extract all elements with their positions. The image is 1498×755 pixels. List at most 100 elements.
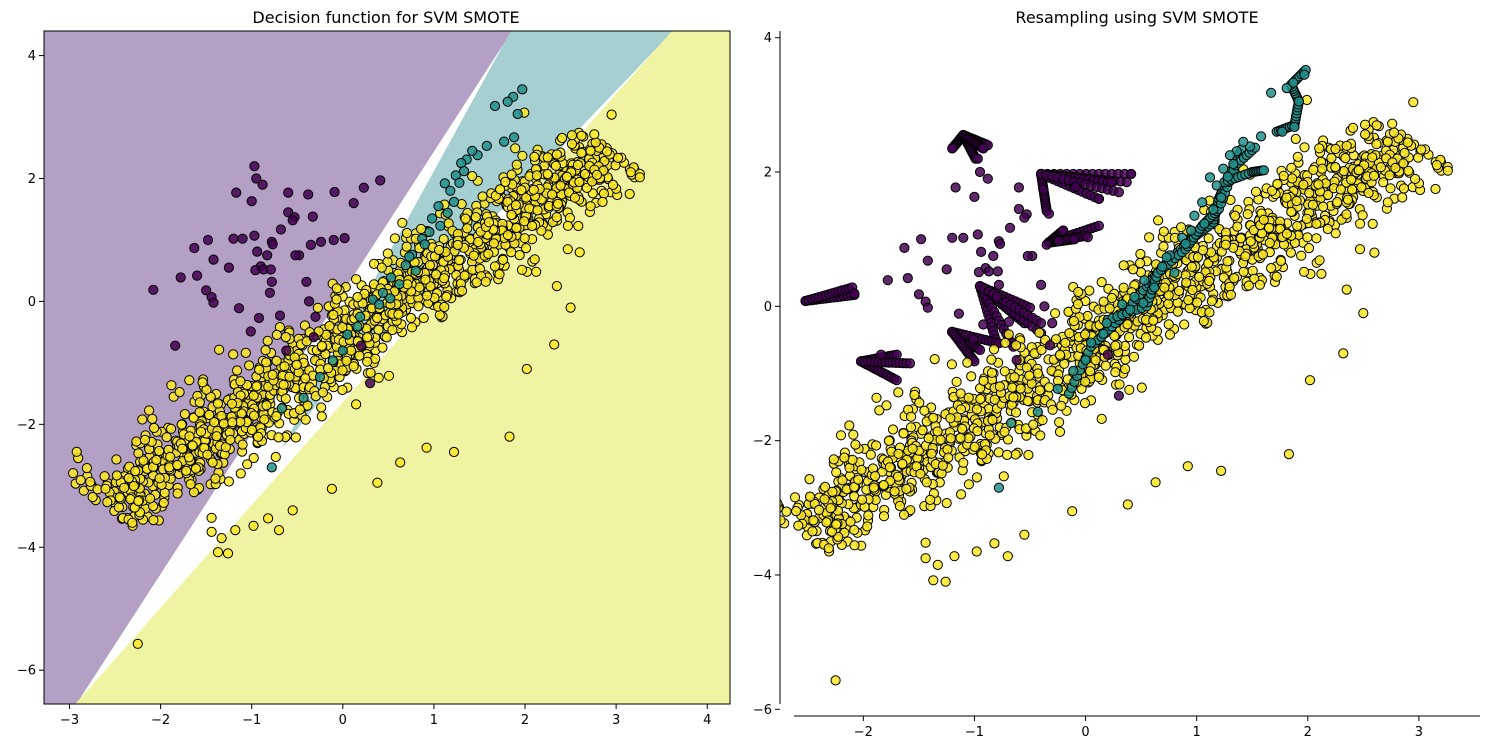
data-point-class-2: [1148, 315, 1159, 326]
data-point-class-2: [1072, 299, 1084, 310]
data-point-class-2: [1281, 228, 1292, 239]
data-point-class-2: [354, 350, 365, 361]
data-point-class-2: [280, 332, 291, 343]
data-point-class-2: [1292, 151, 1303, 163]
data-point-class-2: [337, 384, 348, 396]
data-point-class-0: [355, 340, 367, 351]
data-point-class-1: [1281, 83, 1292, 94]
data-point-class-1: [1157, 261, 1168, 272]
data-point-class-2: [130, 466, 141, 477]
data-point-class-2: [1275, 255, 1287, 267]
data-point-class-2: [937, 460, 948, 471]
data-point-class-2: [1222, 256, 1233, 267]
data-point-class-2: [312, 302, 323, 313]
data-point-class-2: [421, 442, 432, 453]
data-point-class-2: [920, 553, 931, 564]
data-point-class-1: [377, 287, 388, 298]
data-point-class-2: [273, 432, 284, 443]
data-point-class-2: [166, 423, 177, 434]
data-point-class-2: [351, 399, 362, 410]
data-point-class-2: [844, 420, 855, 431]
y-axis: −6 −4 −2 0 2 4: [17, 49, 44, 679]
data-point-class-0: [982, 173, 993, 184]
data-point-class-1: [1052, 383, 1063, 394]
data-point-class-2: [986, 354, 997, 365]
data-point-class-2: [279, 361, 290, 372]
data-point-class-1: [1238, 136, 1249, 147]
data-point-class-2: [1150, 477, 1161, 488]
data-point-class-2: [1326, 153, 1337, 164]
data-point-class-0: [208, 254, 219, 265]
data-point-class-2: [500, 176, 511, 187]
chart-title: Decision function for SVM SMOTE: [252, 8, 519, 27]
data-point-class-2: [1118, 282, 1129, 293]
data-point-class-1: [1139, 275, 1150, 286]
data-point-class-1: [1101, 318, 1112, 329]
data-point-class-2: [972, 426, 983, 437]
data-point-class-2: [383, 370, 395, 381]
data-point-class-2: [1176, 222, 1187, 233]
data-point-class-2: [1278, 170, 1289, 181]
x-tick-label: −2: [151, 713, 170, 728]
data-point-class-0: [958, 232, 969, 243]
data-point-class-2: [1330, 143, 1341, 155]
data-point-class-0: [1041, 239, 1052, 250]
data-point-class-2: [242, 459, 253, 470]
data-point-class-2: [504, 431, 515, 442]
data-point-class-2: [424, 260, 435, 271]
data-point-class-2: [1388, 127, 1400, 138]
data-point-class-2: [1008, 392, 1019, 403]
data-point-class-0: [882, 275, 893, 286]
data-point-class-2: [1032, 368, 1043, 379]
data-point-class-2: [823, 543, 834, 554]
data-point-class-2: [1134, 340, 1145, 351]
data-point-class-2: [1163, 298, 1174, 309]
data-point-class-0: [245, 326, 256, 337]
data-point-class-2: [993, 447, 1004, 458]
data-point-class-2: [1007, 382, 1018, 393]
data-point-class-2: [261, 357, 272, 368]
data-point-class-2: [837, 475, 848, 486]
data-point-class-2: [139, 434, 151, 445]
data-point-class-2: [85, 476, 96, 487]
data-point-class-0: [969, 191, 980, 202]
data-point-class-1: [1277, 126, 1288, 137]
data-point-class-0: [973, 267, 984, 278]
data-point-class-0: [257, 179, 268, 190]
data-point-class-2: [831, 519, 842, 530]
data-point-class-2: [925, 494, 936, 505]
x-tick-label: 3: [612, 713, 620, 728]
synthetic-point: [947, 143, 958, 154]
data-point-class-2: [1182, 461, 1193, 472]
data-point-class-2: [1164, 329, 1176, 340]
data-point-class-0: [953, 308, 964, 319]
data-point-class-2: [1257, 249, 1268, 260]
data-point-class-2: [377, 342, 388, 353]
data-point-class-2: [755, 501, 764, 510]
data-point-class-2: [154, 473, 165, 484]
data-point-class-2: [1096, 413, 1107, 424]
data-point-class-2: [1292, 221, 1303, 232]
data-point-class-2: [971, 472, 982, 483]
data-point-class-0: [189, 242, 200, 254]
data-point-class-2: [597, 196, 608, 207]
data-point-class-2: [372, 477, 383, 488]
data-point-class-2: [194, 397, 205, 408]
data-point-class-2: [1114, 379, 1125, 390]
data-point-class-2: [825, 503, 836, 514]
data-point-class-0: [947, 232, 958, 243]
data-point-class-2: [1369, 247, 1380, 258]
data-point-class-2: [506, 209, 517, 221]
data-point-class-2: [572, 159, 584, 171]
data-point-class-2: [259, 414, 270, 425]
data-point-class-0: [307, 211, 318, 222]
data-point-class-2: [1232, 221, 1243, 232]
data-point-class-2: [853, 474, 864, 485]
data-point-class-0: [922, 255, 933, 266]
data-point-class-2: [1220, 239, 1231, 250]
data-point-class-2: [154, 445, 165, 457]
data-point-class-2: [945, 413, 956, 424]
data-point-class-2: [1002, 449, 1013, 460]
data-point-class-2: [1375, 162, 1387, 173]
data-point-class-1: [385, 293, 396, 304]
